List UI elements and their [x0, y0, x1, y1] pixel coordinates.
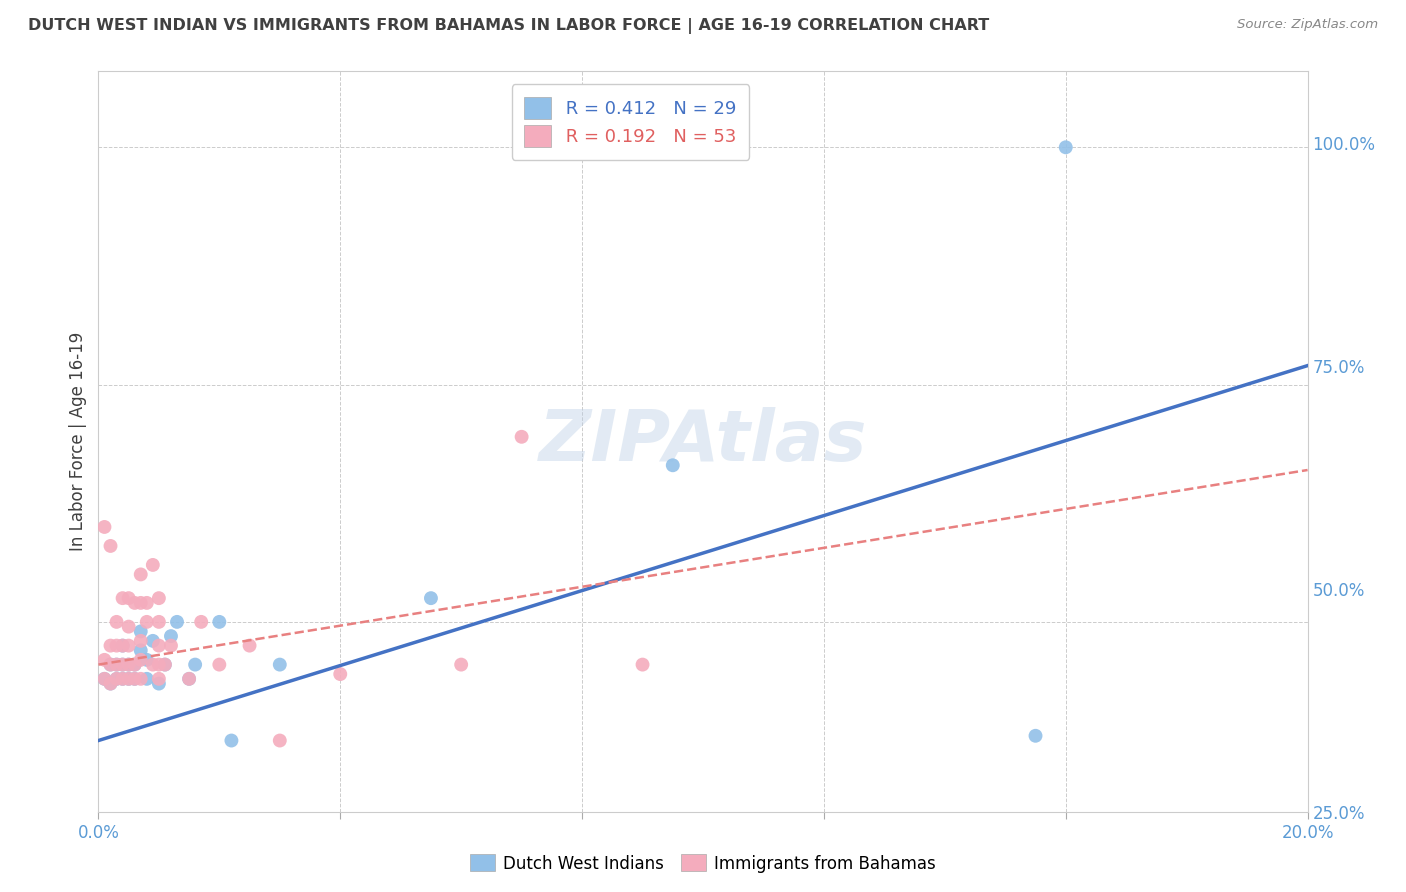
- Text: DUTCH WEST INDIAN VS IMMIGRANTS FROM BAHAMAS IN LABOR FORCE | AGE 16-19 CORRELAT: DUTCH WEST INDIAN VS IMMIGRANTS FROM BAH…: [28, 18, 990, 34]
- Point: [100, 676, 122, 690]
- Point: [208, 615, 231, 629]
- Point: [153, 657, 176, 672]
- Point: [208, 657, 231, 672]
- Legend:  R = 0.412   N = 29,  R = 0.192   N = 53: R = 0.412 N = 29, R = 0.192 N = 53: [512, 84, 749, 160]
- Point: [111, 672, 134, 686]
- Point: [135, 615, 157, 629]
- Point: [540, 866, 562, 880]
- Point: [129, 653, 152, 667]
- Point: [124, 596, 146, 610]
- Point: [239, 639, 262, 653]
- Point: [135, 653, 157, 667]
- Point: [135, 596, 157, 610]
- Point: [160, 639, 183, 653]
- Point: [105, 672, 128, 686]
- Point: [105, 639, 128, 653]
- Point: [124, 657, 146, 672]
- Point: [105, 657, 128, 672]
- Point: [1054, 140, 1077, 154]
- Point: [100, 657, 122, 672]
- Point: [129, 643, 152, 657]
- Point: [100, 639, 122, 653]
- Point: [135, 672, 157, 686]
- Point: [142, 657, 165, 672]
- Point: [1024, 729, 1046, 743]
- Point: [631, 657, 654, 672]
- Point: [100, 539, 122, 553]
- Point: [111, 657, 134, 672]
- Point: [111, 657, 134, 672]
- Point: [118, 657, 141, 672]
- Point: [93, 672, 115, 686]
- Point: [111, 639, 134, 653]
- Point: [129, 624, 152, 639]
- Point: [179, 672, 201, 686]
- Point: [100, 657, 122, 672]
- Text: ZIPAtlas: ZIPAtlas: [538, 407, 868, 476]
- Point: [166, 615, 188, 629]
- Point: [118, 672, 141, 686]
- Point: [118, 657, 141, 672]
- Point: [153, 657, 176, 672]
- Point: [148, 672, 170, 686]
- Point: [329, 866, 352, 880]
- Point: [510, 430, 533, 444]
- Point: [93, 672, 115, 686]
- Point: [118, 639, 141, 653]
- Point: [148, 639, 170, 653]
- Point: [142, 633, 165, 648]
- Point: [129, 596, 152, 610]
- Point: [105, 615, 128, 629]
- Point: [124, 657, 146, 672]
- Point: [129, 567, 152, 582]
- Y-axis label: In Labor Force | Age 16-19: In Labor Force | Age 16-19: [69, 332, 87, 551]
- Point: [129, 672, 152, 686]
- Point: [118, 620, 141, 634]
- Point: [269, 657, 291, 672]
- Point: [124, 672, 146, 686]
- Point: [179, 672, 201, 686]
- Point: [329, 667, 352, 681]
- Point: [148, 591, 170, 606]
- Point: [221, 733, 243, 747]
- Point: [148, 676, 170, 690]
- Point: [148, 657, 170, 672]
- Point: [100, 676, 122, 690]
- Point: [129, 633, 152, 648]
- Point: [105, 657, 128, 672]
- Point: [111, 591, 134, 606]
- Point: [148, 615, 170, 629]
- Point: [111, 672, 134, 686]
- Point: [184, 657, 207, 672]
- Point: [661, 458, 683, 473]
- Point: [111, 639, 134, 653]
- Text: Source: ZipAtlas.com: Source: ZipAtlas.com: [1237, 18, 1378, 31]
- Point: [118, 672, 141, 686]
- Point: [160, 629, 183, 643]
- Point: [93, 653, 115, 667]
- Legend: Dutch West Indians, Immigrants from Bahamas: Dutch West Indians, Immigrants from Baha…: [464, 847, 942, 880]
- Point: [420, 591, 443, 606]
- Point: [142, 558, 165, 572]
- Point: [269, 733, 291, 747]
- Point: [124, 672, 146, 686]
- Point: [118, 591, 141, 606]
- Point: [93, 520, 115, 534]
- Point: [190, 615, 212, 629]
- Point: [450, 657, 472, 672]
- Point: [105, 672, 128, 686]
